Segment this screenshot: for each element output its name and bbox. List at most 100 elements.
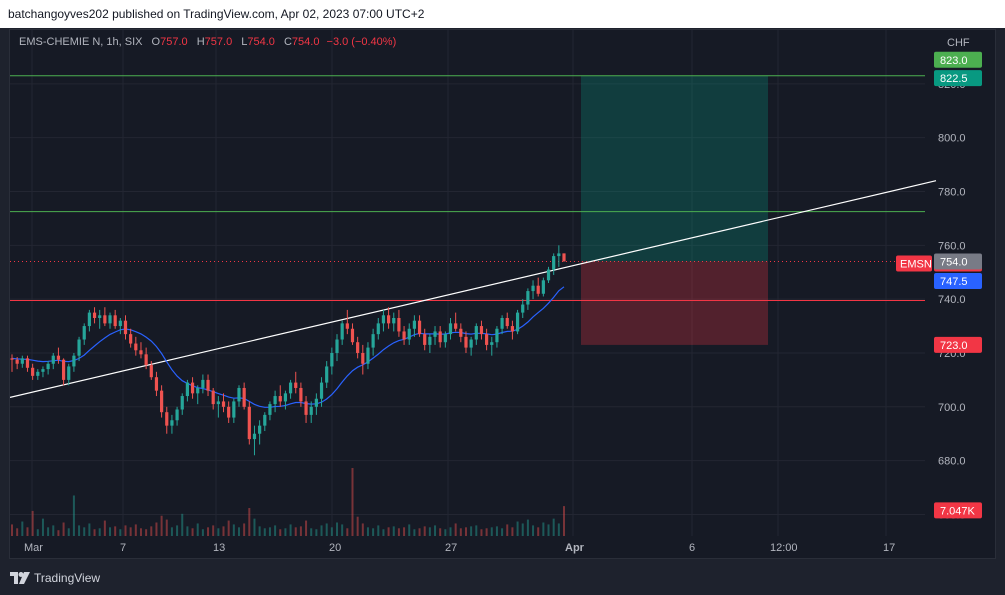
candle-body[interactable] — [227, 406, 231, 418]
candle-body[interactable] — [546, 269, 551, 281]
candle-body[interactable] — [87, 312, 91, 327]
candle-body[interactable] — [294, 382, 298, 388]
candle-body[interactable] — [500, 317, 504, 329]
candle-body[interactable] — [469, 339, 473, 348]
candle-body[interactable] — [123, 320, 128, 335]
candle-body[interactable] — [252, 433, 257, 440]
candle-body[interactable] — [56, 355, 61, 360]
candle-body[interactable] — [562, 253, 566, 262]
candle-body[interactable] — [129, 334, 133, 344]
candle-body[interactable] — [237, 387, 241, 402]
candle-body[interactable] — [185, 382, 190, 397]
candle-body[interactable] — [196, 387, 200, 394]
candle-body[interactable] — [309, 406, 313, 415]
candle-body[interactable] — [154, 377, 159, 391]
candle-body[interactable] — [67, 366, 71, 380]
price-chart[interactable]: CHF660.0680.0700.0720.0740.0760.0780.080… — [10, 30, 995, 558]
candle-body[interactable] — [72, 355, 76, 367]
candle-body[interactable] — [216, 401, 220, 405]
candle-body[interactable] — [376, 323, 380, 335]
candle-body[interactable] — [386, 315, 391, 324]
candle-body[interactable] — [397, 317, 401, 332]
candle-body[interactable] — [46, 363, 50, 370]
candle-body[interactable] — [510, 326, 515, 332]
candle-body[interactable] — [175, 409, 179, 421]
candle-body[interactable] — [278, 396, 282, 402]
candle-body[interactable] — [20, 358, 24, 364]
candle-body[interactable] — [299, 387, 303, 402]
candle-body[interactable] — [134, 343, 138, 351]
tradingview-logo[interactable]: TradingView — [10, 570, 100, 586]
candle-body[interactable] — [232, 401, 236, 418]
candle-body[interactable] — [258, 425, 262, 434]
candle-body[interactable] — [273, 396, 277, 405]
candle-body[interactable] — [402, 331, 406, 340]
candle-body[interactable] — [118, 320, 122, 327]
candle-body[interactable] — [268, 404, 272, 415]
candle-body[interactable] — [557, 253, 561, 257]
candle-body[interactable] — [31, 367, 35, 376]
candle-body[interactable] — [170, 420, 174, 426]
profit-zone[interactable] — [581, 75, 768, 262]
candle-body[interactable] — [552, 256, 556, 270]
candle-body[interactable] — [407, 328, 411, 340]
candle-body[interactable] — [242, 387, 246, 407]
candle-body[interactable] — [531, 285, 535, 292]
candle-body[interactable] — [433, 331, 437, 337]
candle-body[interactable] — [515, 312, 520, 332]
candle-body[interactable] — [526, 291, 530, 305]
candle-body[interactable] — [345, 323, 349, 329]
candle-body[interactable] — [490, 342, 494, 345]
candle-body[interactable] — [330, 352, 334, 367]
candle-body[interactable] — [459, 328, 463, 337]
candle-body[interactable] — [61, 359, 66, 380]
candle-body[interactable] — [314, 398, 318, 407]
candle-body[interactable] — [206, 379, 210, 391]
candle-body[interactable] — [144, 354, 148, 366]
candle-body[interactable] — [283, 393, 288, 402]
candle-body[interactable] — [428, 336, 432, 345]
candle-body[interactable] — [25, 358, 30, 368]
candle-body[interactable] — [36, 371, 40, 376]
candle-body[interactable] — [160, 390, 164, 413]
candle-body[interactable] — [98, 315, 102, 318]
candle-body[interactable] — [417, 320, 422, 335]
candle-body[interactable] — [474, 326, 478, 340]
candle-body[interactable] — [15, 359, 19, 364]
candle-body[interactable] — [485, 334, 489, 345]
candle-body[interactable] — [423, 334, 427, 345]
candle-body[interactable] — [335, 339, 339, 353]
candle-body[interactable] — [77, 339, 81, 356]
candle-body[interactable] — [139, 350, 143, 355]
candle-body[interactable] — [381, 315, 386, 324]
candle-body[interactable] — [149, 365, 153, 378]
candle-body[interactable] — [92, 312, 97, 318]
candle-body[interactable] — [443, 334, 447, 343]
candle-body[interactable] — [180, 396, 184, 410]
candle-body[interactable] — [51, 355, 55, 364]
candle-body[interactable] — [392, 317, 396, 324]
candle-body[interactable] — [448, 323, 453, 335]
candle-body[interactable] — [541, 280, 545, 294]
candle-body[interactable] — [464, 336, 468, 348]
candle-body[interactable] — [412, 320, 416, 329]
candle-body[interactable] — [454, 323, 458, 329]
candle-body[interactable] — [108, 315, 112, 324]
candle-body[interactable] — [190, 382, 195, 394]
candle-body[interactable] — [536, 285, 540, 294]
candle-body[interactable] — [201, 379, 205, 388]
candle-body[interactable] — [319, 382, 324, 399]
candle-body[interactable] — [356, 342, 360, 353]
candle-body[interactable] — [366, 347, 370, 364]
candle-body[interactable] — [247, 406, 251, 440]
candle-body[interactable] — [361, 352, 365, 364]
candle-body[interactable] — [371, 334, 375, 348]
candle-body[interactable] — [165, 412, 169, 426]
candle-body[interactable] — [288, 382, 293, 394]
candle-body[interactable] — [263, 414, 267, 426]
candle-body[interactable] — [41, 369, 45, 372]
candle-body[interactable] — [221, 401, 226, 407]
candle-body[interactable] — [521, 304, 525, 313]
candle-body[interactable] — [479, 326, 484, 335]
candle-body[interactable] — [325, 366, 329, 383]
